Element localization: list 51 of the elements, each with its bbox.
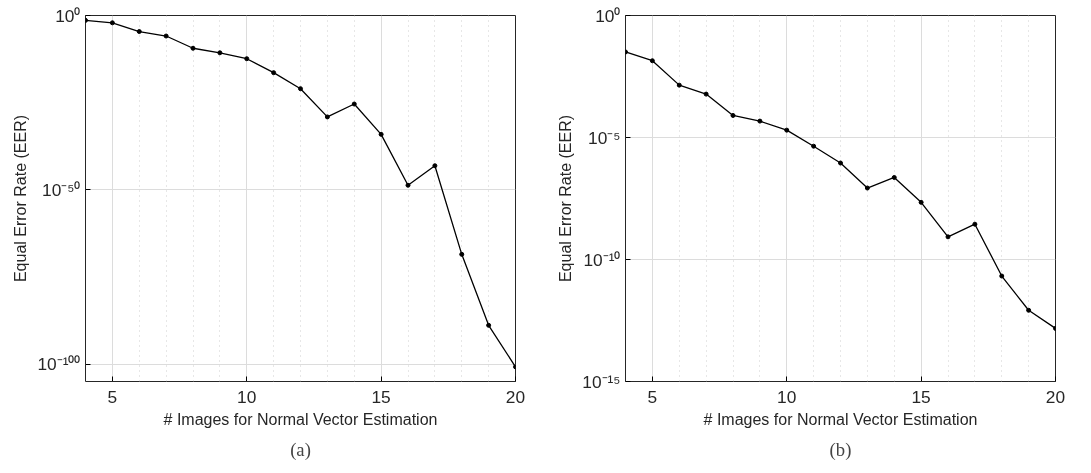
y-tick-label: 10⁻¹⁰ xyxy=(583,249,621,270)
x-tick-label: 5 xyxy=(647,386,658,407)
y-tick-label: 10⁻¹⁵ xyxy=(582,371,621,392)
point xyxy=(999,273,1005,279)
point xyxy=(676,82,682,88)
x-tick-label: 15 xyxy=(911,386,931,407)
y-axis-title: Equal Error Rate (EER) xyxy=(12,114,30,283)
point xyxy=(945,234,951,240)
point xyxy=(838,160,843,166)
y-axis-title: Equal Error Rate (EER) xyxy=(557,114,575,283)
point xyxy=(217,50,223,56)
point xyxy=(190,45,196,51)
x-tick-label: 20 xyxy=(505,386,526,407)
point xyxy=(918,199,924,205)
y-tick-label: 10⁻¹⁰⁰ xyxy=(37,354,81,375)
point xyxy=(784,127,790,133)
x-axis-title: # Images for Normal Vector Estimation xyxy=(163,410,438,428)
point xyxy=(298,86,303,92)
point xyxy=(459,251,465,257)
point xyxy=(324,114,330,120)
point xyxy=(351,101,357,107)
point xyxy=(703,91,709,97)
y-tick-label: 10⁻⁵ xyxy=(588,127,621,148)
point xyxy=(163,33,169,39)
point xyxy=(730,112,736,118)
x-tick-label: 10 xyxy=(777,386,797,407)
point xyxy=(972,221,978,227)
y-tick-label: 10⁻⁵⁰ xyxy=(42,179,81,200)
point xyxy=(244,56,250,62)
point xyxy=(757,118,763,124)
point xyxy=(811,143,817,149)
y-tick-label: 10⁰ xyxy=(55,5,81,26)
point xyxy=(405,182,411,188)
point xyxy=(271,70,277,76)
y-tick-label: 10⁰ xyxy=(595,5,621,26)
point xyxy=(891,174,897,180)
point xyxy=(432,163,438,169)
point xyxy=(864,185,870,191)
point xyxy=(109,20,115,26)
x-tick-label: 20 xyxy=(1045,386,1066,407)
point xyxy=(486,322,492,328)
text: (a) xyxy=(290,438,311,461)
x-tick-label: 15 xyxy=(371,386,391,407)
text: (b) xyxy=(829,438,852,461)
point xyxy=(378,131,384,137)
x-axis-title: # Images for Normal Vector Estimation xyxy=(703,410,978,428)
point xyxy=(649,58,655,64)
x-tick-label: 10 xyxy=(237,386,257,407)
point xyxy=(1026,307,1032,313)
x-tick-label: 5 xyxy=(107,386,118,407)
point xyxy=(136,29,142,35)
